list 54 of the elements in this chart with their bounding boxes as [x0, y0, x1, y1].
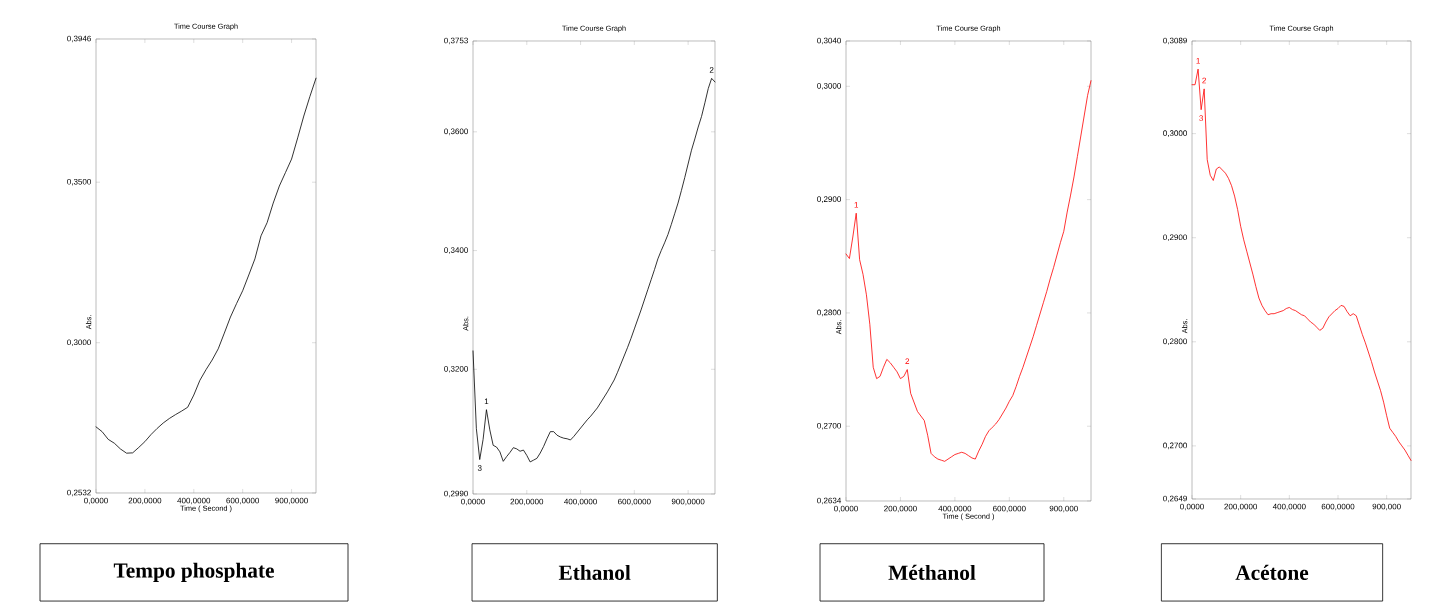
- y-tick-label: 0,2900: [1163, 234, 1187, 242]
- y-tick-label: 0,2700: [817, 422, 841, 430]
- x-tick-label: 400,0000: [1272, 503, 1306, 511]
- y-tick-label: 0,3600: [444, 128, 468, 136]
- x-tick-label: 600,0000: [618, 498, 651, 506]
- y-tick-label: 0,2649: [1163, 495, 1187, 503]
- x-tick-label: 0,0000: [461, 498, 485, 506]
- annotation: 1: [854, 202, 859, 208]
- x-tick-label: 600,0000: [226, 497, 260, 505]
- y-tick-label: 0,3946: [67, 35, 91, 43]
- annotation: 3: [477, 465, 482, 471]
- x-tick-label: 900,000: [1049, 505, 1078, 513]
- text: Méthanol: [888, 564, 976, 580]
- y-tick-label: 0,3000: [817, 83, 841, 90]
- x-tick-label: 200,0000: [1224, 503, 1258, 511]
- x-tick-label: 900,000: [1372, 503, 1401, 511]
- y-tick-label: 0,3040: [817, 37, 841, 45]
- y-tick-label: 0,3500: [67, 178, 91, 186]
- y-tick-label: 0,3000: [67, 339, 91, 347]
- annotation: 2: [905, 358, 910, 364]
- x-tick-label: 900,0000: [671, 498, 705, 506]
- x-tick-label: 0,0000: [84, 497, 108, 505]
- annotation: 2: [709, 67, 714, 73]
- x-tick-label: 200,0000: [884, 505, 917, 513]
- x-tick-label: 200,0000: [128, 497, 162, 505]
- line-series: [95, 77, 317, 454]
- x-tick-label: 0,0000: [834, 505, 858, 513]
- y-tick-label: 0,2800: [1163, 338, 1187, 346]
- y-tick-label: 0,3089: [1163, 37, 1187, 45]
- text: Acétone: [1235, 564, 1309, 580]
- y-tick-label: 0,2990: [444, 490, 468, 498]
- text: Ethanol: [558, 564, 631, 580]
- text: Tempo phosphate: [113, 562, 274, 583]
- annotation: 1: [1196, 58, 1200, 64]
- y-tick-label: 0,3000: [1163, 130, 1187, 137]
- y-tick-label: 0,3400: [444, 247, 468, 254]
- x-tick-label: 600,0000: [993, 505, 1026, 513]
- y-tick-label: 0,2634: [817, 497, 842, 505]
- annotation: 1: [484, 398, 489, 405]
- x-tick-label: 400,0000: [938, 505, 972, 513]
- x-tick-label: 0,0000: [1180, 503, 1204, 511]
- y-tick-label: 0,2800: [817, 309, 841, 317]
- annotation: 2: [1202, 77, 1206, 84]
- y-tick-label: 0,3753: [444, 37, 468, 45]
- x-tick-label: 400,0000: [564, 498, 597, 506]
- y-tick-label: 0,2900: [817, 196, 841, 203]
- y-tick-label: 0,3200: [444, 366, 468, 373]
- x-tick-label: 200,0000: [510, 498, 544, 506]
- x-tick-label: 600,0000: [1321, 503, 1355, 511]
- y-tick-label: 0,2532: [67, 489, 91, 497]
- annotation: 3: [1199, 115, 1203, 121]
- x-tick-label: 900,0000: [275, 497, 308, 505]
- x-tick-label: 400,0000: [177, 497, 211, 505]
- y-tick-label: 0,2700: [1163, 442, 1187, 450]
